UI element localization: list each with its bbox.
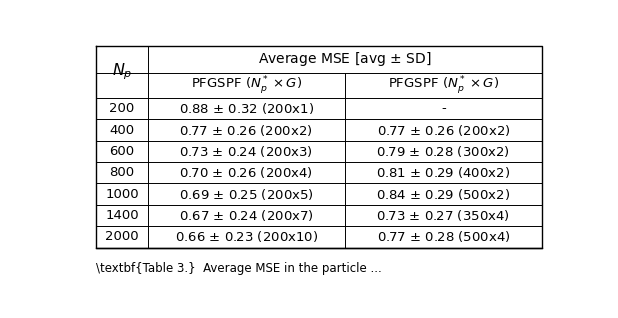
- Text: 0.79 $\pm$ 0.28 (300x2): 0.79 $\pm$ 0.28 (300x2): [376, 144, 510, 159]
- Text: 0.84 $\pm$ 0.29 (500x2): 0.84 $\pm$ 0.29 (500x2): [376, 187, 510, 202]
- Text: \textbf{Table 3.}  Average MSE in the particle ...: \textbf{Table 3.} Average MSE in the par…: [96, 262, 382, 275]
- Text: $N_p$: $N_p$: [112, 61, 132, 82]
- Text: Average MSE [avg $\pm$ SD]: Average MSE [avg $\pm$ SD]: [258, 50, 431, 68]
- Text: 0.70 $\pm$ 0.26 (200x4): 0.70 $\pm$ 0.26 (200x4): [179, 165, 313, 180]
- Text: 600: 600: [109, 145, 135, 158]
- Text: 1000: 1000: [105, 188, 139, 201]
- Text: PFGSPF ($N_p^* \times G$): PFGSPF ($N_p^* \times G$): [387, 74, 499, 96]
- Text: 0.88 $\pm$ 0.32 (200x1): 0.88 $\pm$ 0.32 (200x1): [179, 101, 314, 116]
- Text: 1400: 1400: [105, 209, 139, 222]
- Text: 800: 800: [109, 166, 135, 179]
- Text: 0.69 $\pm$ 0.25 (200x5): 0.69 $\pm$ 0.25 (200x5): [179, 187, 313, 202]
- Text: 400: 400: [109, 124, 135, 136]
- Text: 0.77 $\pm$ 0.26 (200x2): 0.77 $\pm$ 0.26 (200x2): [376, 122, 510, 138]
- Text: 2000: 2000: [105, 230, 139, 243]
- Text: 0.73 $\pm$ 0.27 (350x4): 0.73 $\pm$ 0.27 (350x4): [376, 208, 510, 223]
- Text: 0.77 $\pm$ 0.28 (500x4): 0.77 $\pm$ 0.28 (500x4): [376, 229, 510, 244]
- Text: 0.73 $\pm$ 0.24 (200x3): 0.73 $\pm$ 0.24 (200x3): [179, 144, 313, 159]
- Text: 0.77 $\pm$ 0.26 (200x2): 0.77 $\pm$ 0.26 (200x2): [179, 122, 313, 138]
- Text: 0.81 $\pm$ 0.29 (400x2): 0.81 $\pm$ 0.29 (400x2): [376, 165, 510, 180]
- Text: PFGSPF ($N_p^* \times G$): PFGSPF ($N_p^* \times G$): [190, 74, 302, 96]
- Text: 200: 200: [109, 102, 135, 115]
- Text: -: -: [441, 102, 446, 115]
- Text: 0.66 $\pm$ 0.23 (200x10): 0.66 $\pm$ 0.23 (200x10): [175, 229, 318, 244]
- Text: 0.67 $\pm$ 0.24 (200x7): 0.67 $\pm$ 0.24 (200x7): [179, 208, 313, 223]
